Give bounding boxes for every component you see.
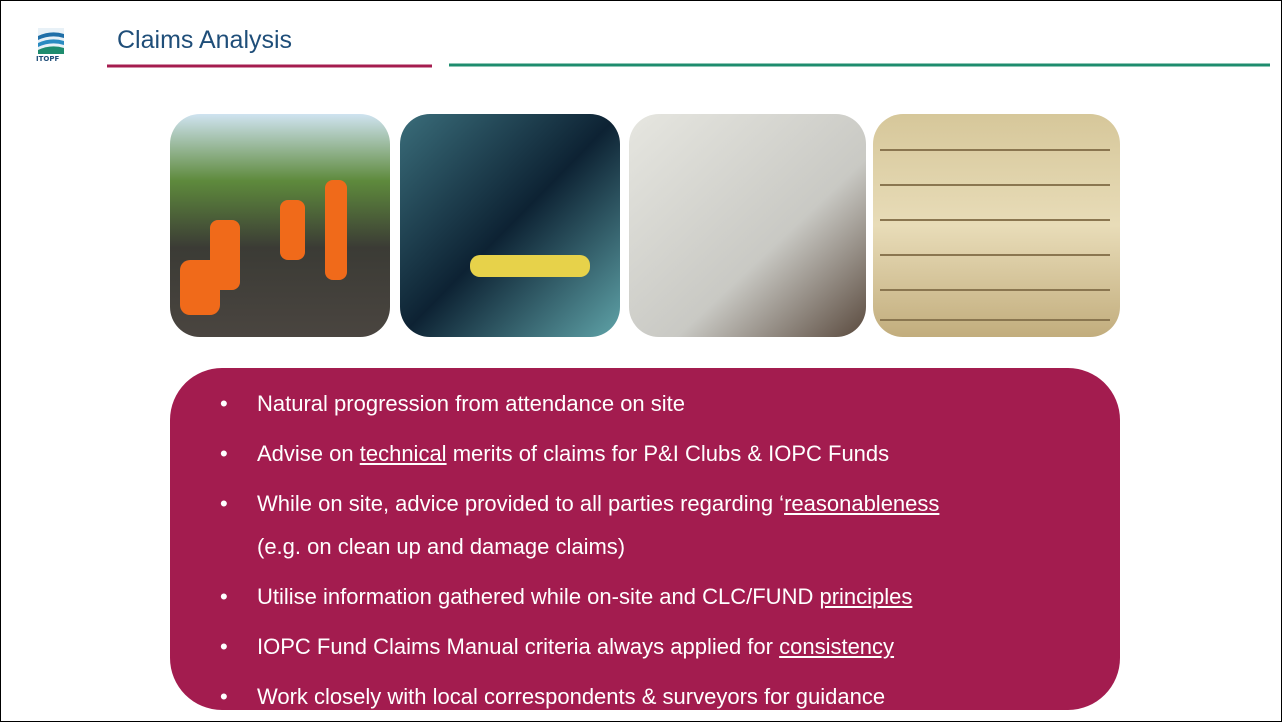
bullet-dot: • — [220, 432, 228, 475]
bullet-text: Work closely with local correspondents &… — [257, 684, 885, 709]
photo-fisherman — [400, 114, 620, 337]
bullet-item: • Natural progression from attendance on … — [218, 382, 1100, 425]
bullet-item: • While on site, advice provided to all p… — [218, 482, 1100, 568]
photo-files — [873, 114, 1120, 337]
slide-title: Claims Analysis — [117, 26, 292, 55]
logo — [38, 28, 64, 54]
bullet-text: While on site, advice provided to all pa… — [257, 491, 784, 516]
bullet-item: • IOPC Fund Claims Manual criteria always… — [218, 625, 1100, 668]
bullet-item: • Utilise information gathered while on-s… — [218, 575, 1100, 618]
bullet-text: IOPC Fund Claims Manual criteria always … — [257, 634, 779, 659]
photo-documents — [629, 114, 866, 337]
slide: ITOPF Claims Analysis • Natural progressi… — [0, 0, 1282, 722]
logo-text: ITOPF — [36, 55, 59, 63]
bullet-dot: • — [220, 575, 228, 618]
bullet-box: • Natural progression from attendance on … — [170, 368, 1120, 710]
underlined-text: reasonableness — [784, 491, 939, 516]
bullet-text: Natural progression from attendance on s… — [257, 391, 685, 416]
underlined-text: principles — [819, 584, 912, 609]
bullet-text: Utilise information gathered while on-si… — [257, 584, 819, 609]
bullet-text: Advise on — [257, 441, 360, 466]
bullet-dot: • — [220, 482, 228, 525]
underlined-text: consistency — [779, 634, 894, 659]
bullet-dot: • — [220, 625, 228, 668]
photo-glove — [470, 255, 590, 277]
bullet-dot: • — [220, 675, 228, 710]
bullet-dot: • — [220, 382, 228, 425]
bullet-text: (e.g. on clean up and damage claims) — [257, 534, 625, 559]
bullet-list: • Natural progression from attendance on … — [218, 382, 1100, 710]
bullet-text: merits of claims for P&I Clubs & IOPC Fu… — [447, 441, 890, 466]
bullet-item: • Advise on technical merits of claims fo… — [218, 432, 1100, 475]
underlined-text: technical — [360, 441, 447, 466]
bullet-item: • Work closely with local correspondents … — [218, 675, 1100, 710]
